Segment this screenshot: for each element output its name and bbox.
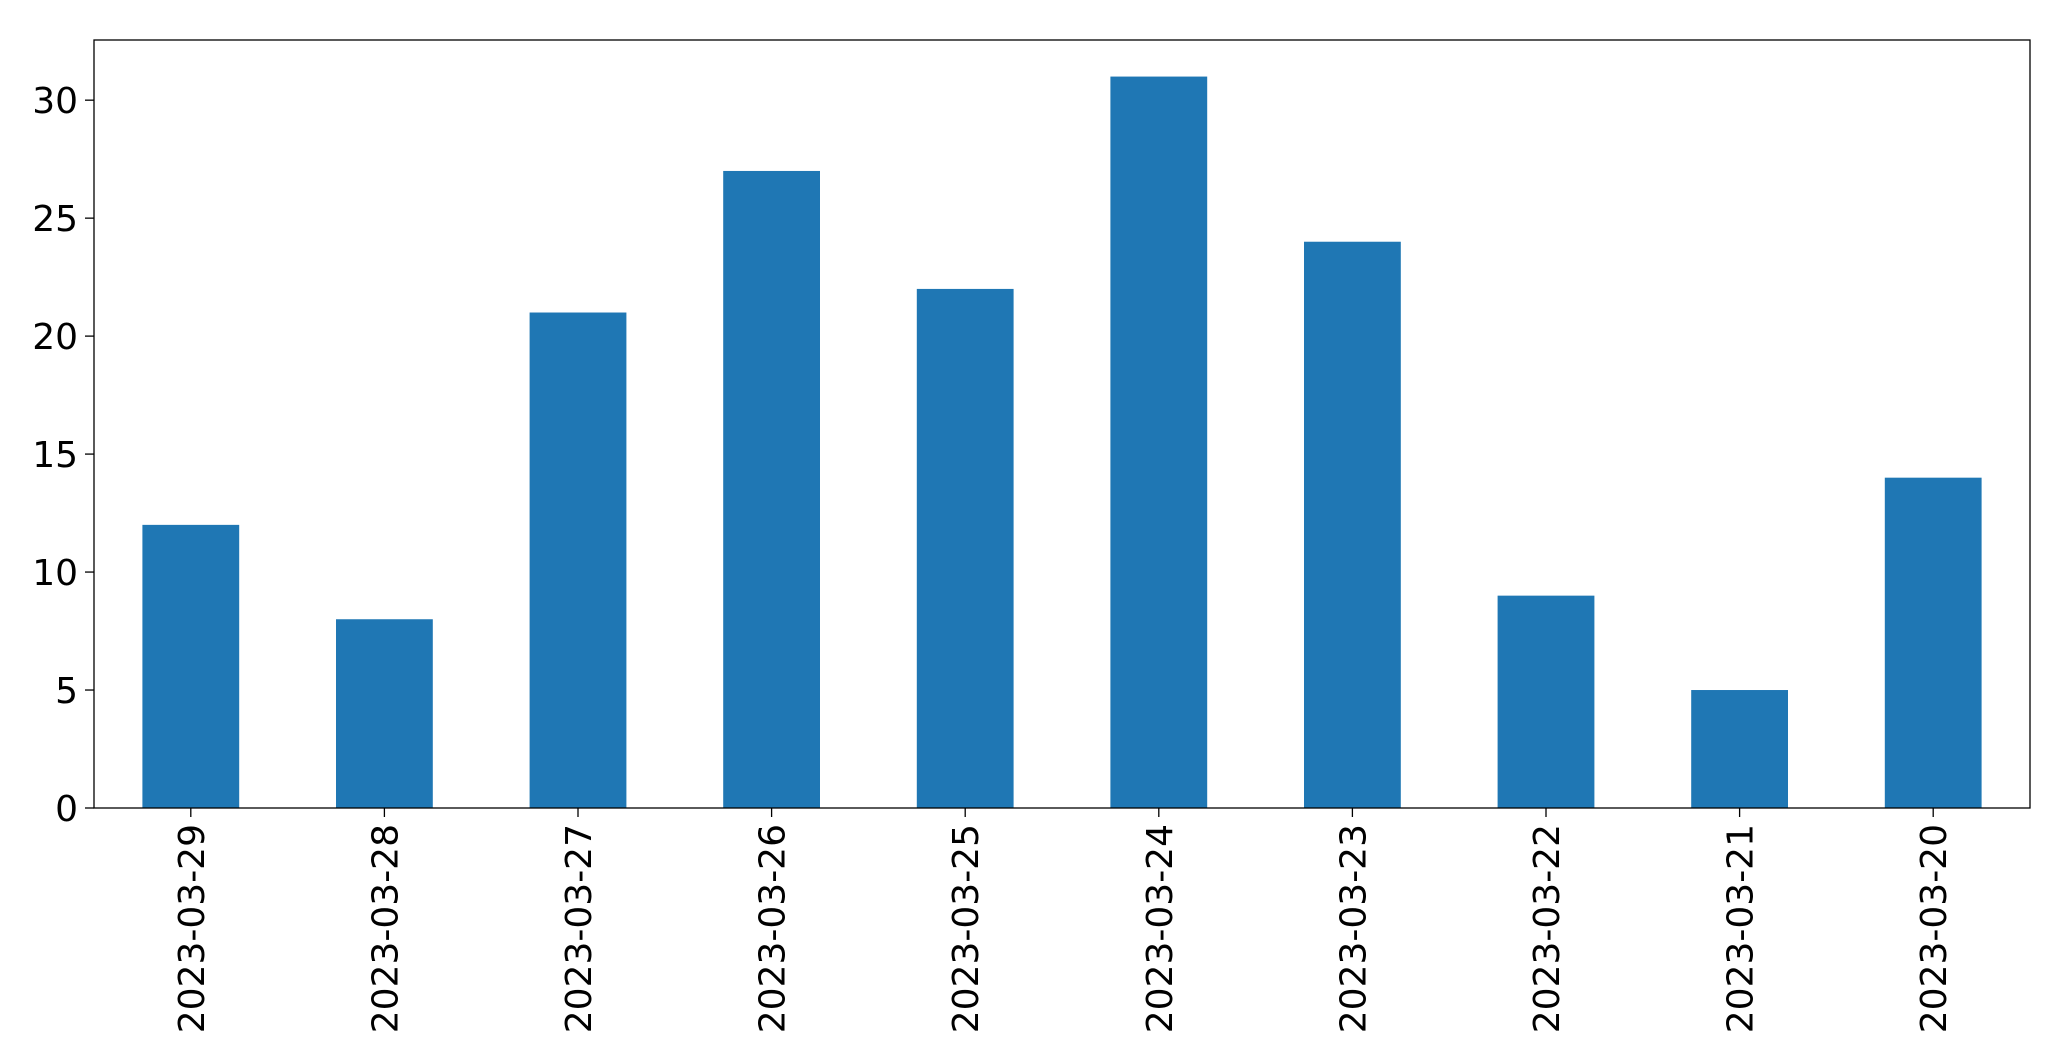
- y-tick-label: 0: [55, 789, 78, 830]
- bar: [142, 524, 240, 808]
- y-tick-label: 30: [32, 81, 78, 122]
- x-tick-label: 2023-03-28: [365, 824, 406, 1033]
- bar: [1304, 241, 1401, 808]
- bar: [1497, 595, 1595, 808]
- x-tick-label: 2023-03-21: [1721, 824, 1762, 1033]
- bar: [1691, 690, 1788, 808]
- x-tick-label: 2023-03-20: [1914, 824, 1955, 1033]
- bar: [1884, 477, 1982, 808]
- bar: [1110, 76, 1208, 809]
- x-tick-label: 2023-03-24: [1140, 824, 1181, 1033]
- x-tick-label: 2023-03-23: [1333, 824, 1374, 1033]
- y-tick-label: 25: [32, 199, 78, 240]
- axes-frame: [93, 39, 2031, 809]
- bar: [336, 619, 433, 808]
- x-tick-label: 2023-03-29: [172, 824, 213, 1033]
- bar: [723, 170, 820, 808]
- bar: [529, 312, 627, 808]
- x-tick-label: 2023-03-27: [559, 824, 600, 1033]
- y-tick-label: 10: [32, 553, 78, 594]
- x-tick-label: 2023-03-22: [1527, 824, 1568, 1033]
- y-tick-label: 5: [55, 671, 78, 712]
- x-tick-label: 2023-03-25: [946, 824, 987, 1033]
- bar: [916, 288, 1014, 809]
- x-tick-label: 2023-03-26: [753, 824, 794, 1033]
- y-tick-label: 15: [32, 435, 78, 476]
- y-tick-label: 20: [32, 317, 78, 358]
